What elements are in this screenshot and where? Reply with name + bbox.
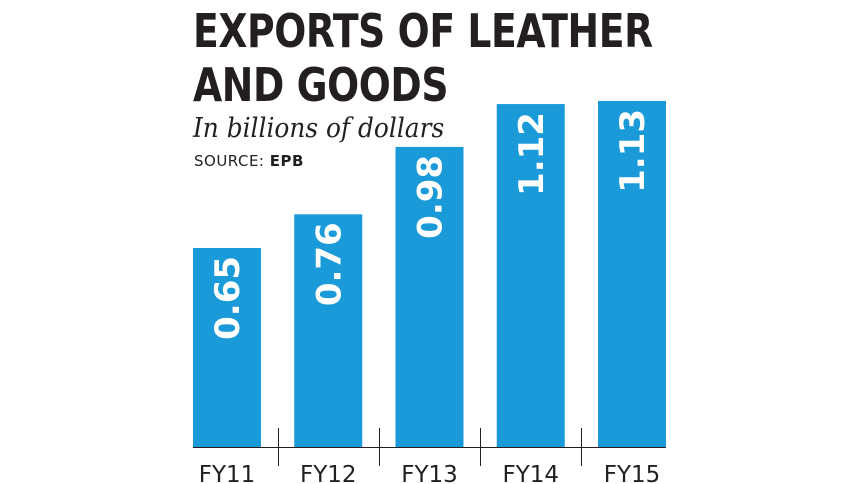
data-label-fy14: 1.12: [512, 112, 552, 196]
data-label-fy13: 0.98: [411, 155, 451, 239]
chart-title-line-2: AND GOODS: [193, 58, 449, 112]
source-label: SOURCE:: [194, 152, 265, 170]
x-tick-label-fy12: FY12: [300, 462, 357, 484]
bar-fy13: [395, 146, 464, 447]
x-tick-label-fy14: FY14: [502, 462, 559, 484]
source-line: SOURCE: EPB: [194, 152, 304, 170]
bar-fy11: [193, 247, 261, 447]
bar-fy12: [294, 214, 363, 447]
chart-subtitle: In billions of dollars: [193, 113, 445, 144]
chart-title-line-1: EXPORTS OF LEATHER: [193, 4, 653, 58]
x-tick-label-fy13: FY13: [401, 462, 458, 484]
bar-fy14: [496, 104, 565, 447]
data-label-fy15: 1.13: [613, 109, 653, 193]
x-tick-label-fy15: FY15: [604, 462, 661, 484]
bar-fy15: [598, 101, 666, 447]
data-label-fy12: 0.76: [309, 222, 349, 306]
source-value: EPB: [269, 152, 304, 170]
data-label-fy11: 0.65: [208, 256, 248, 340]
x-tick-label-fy11: FY11: [199, 462, 256, 484]
